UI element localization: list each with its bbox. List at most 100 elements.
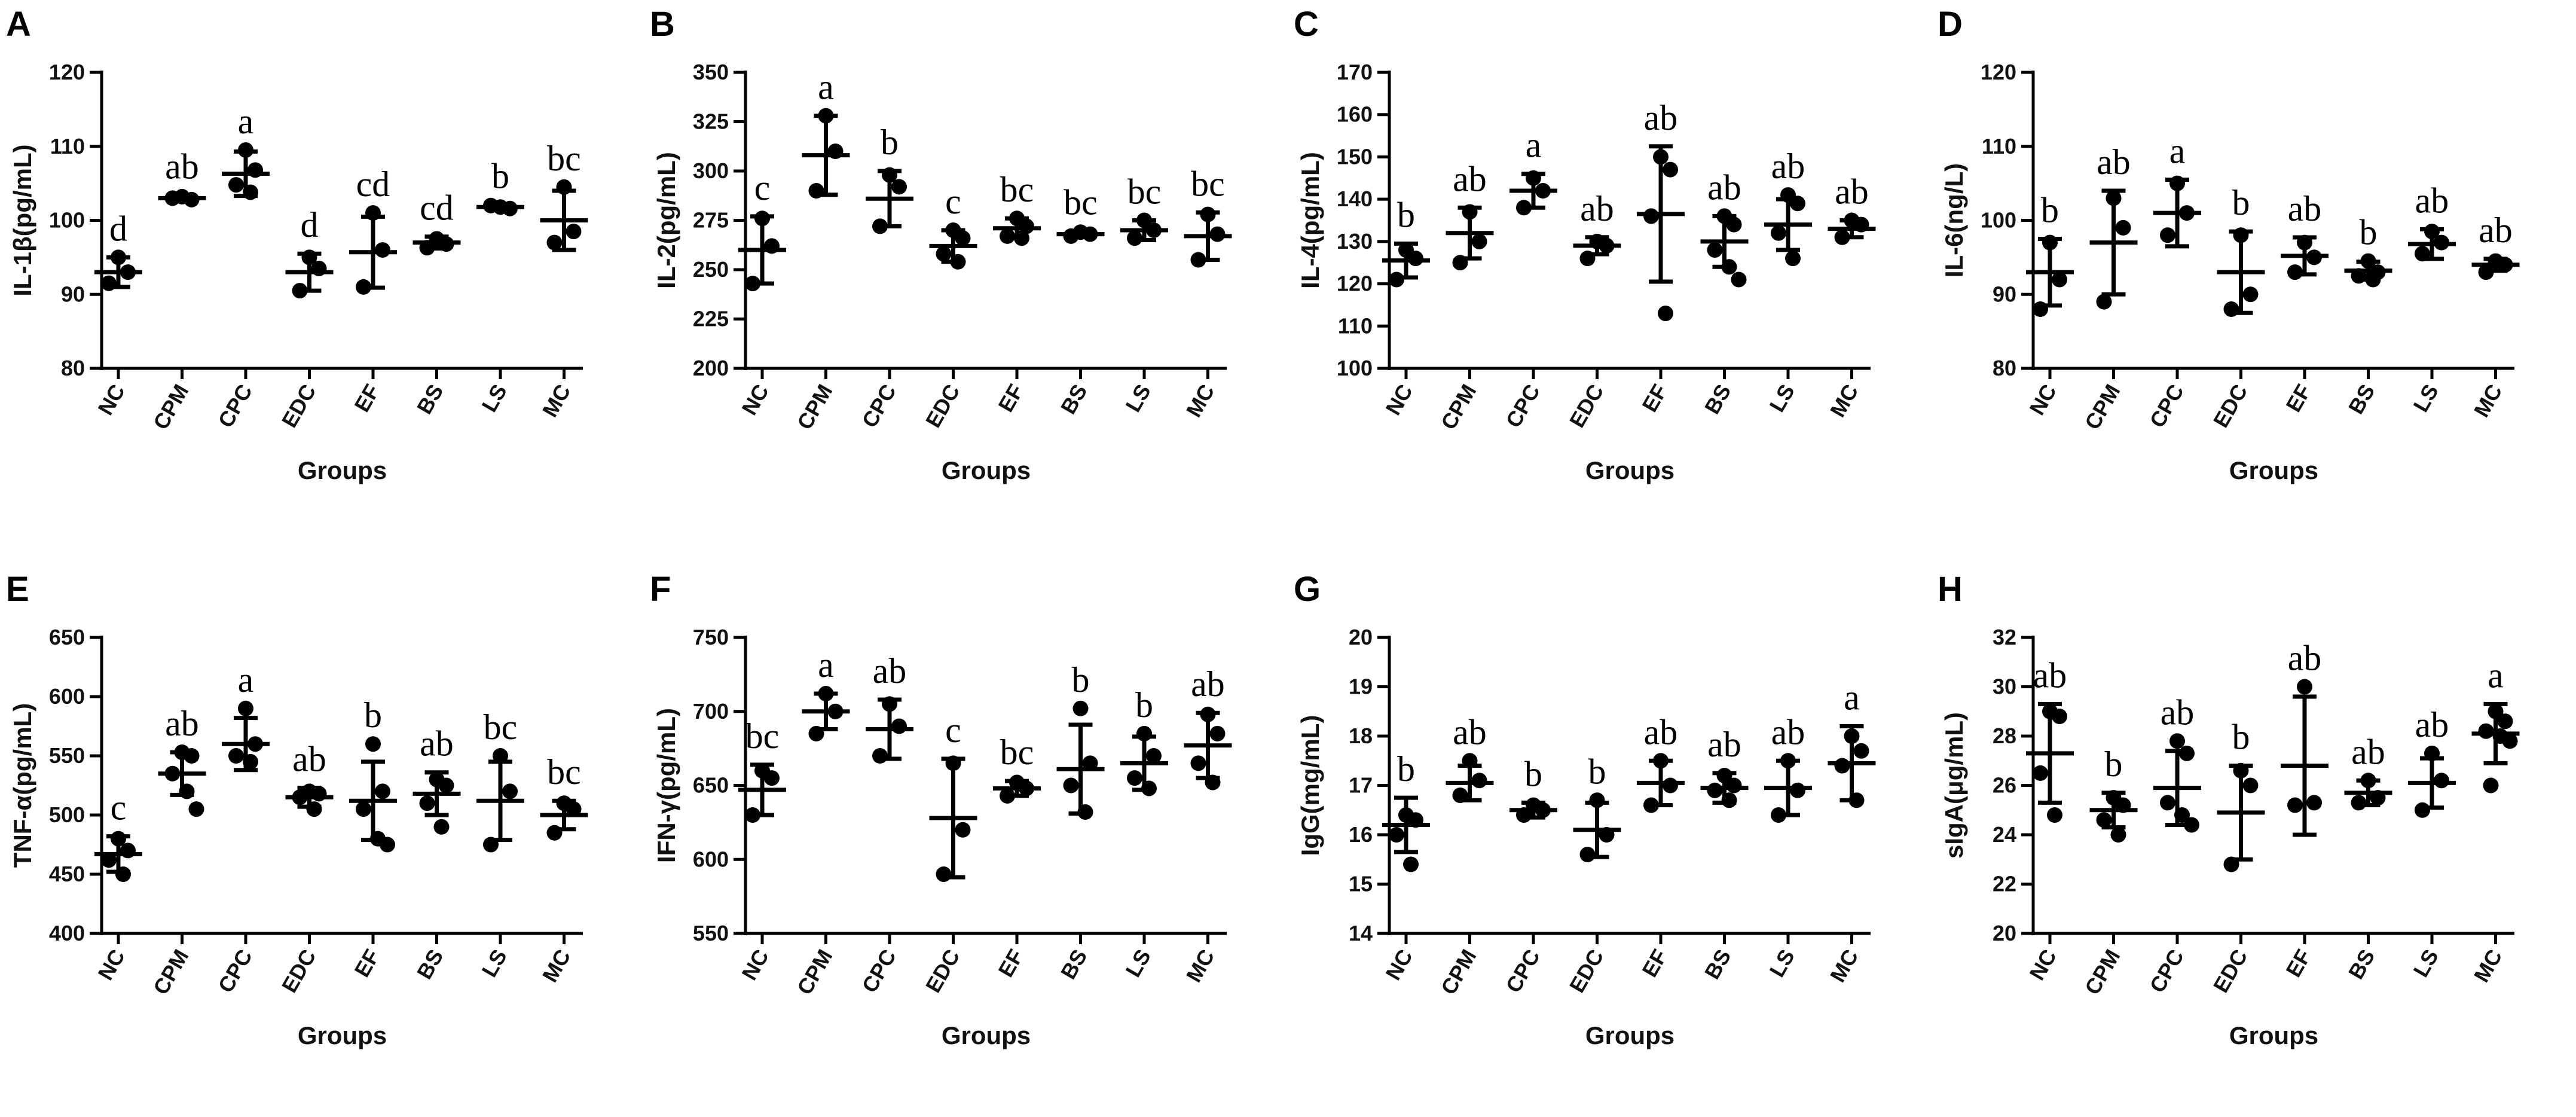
significance-letter: ab	[2479, 210, 2513, 250]
data-point	[1200, 206, 1216, 222]
y-tick-label: 110	[1982, 134, 2016, 158]
x-tick-label: EDC	[921, 380, 965, 432]
data-point	[936, 246, 952, 262]
data-point	[1000, 788, 1015, 804]
data-point	[1516, 807, 1532, 823]
significance-letter: d	[109, 209, 127, 248]
data-point	[1834, 229, 1850, 245]
y-tick-label: 18	[1349, 724, 1373, 748]
significance-letter: ab	[2288, 189, 2322, 228]
data-point	[356, 279, 371, 295]
panel-label: F	[650, 570, 671, 609]
data-point	[433, 819, 450, 835]
y-tick-label: 32	[1993, 625, 2016, 649]
significance-letter: ab	[1707, 725, 1741, 764]
data-point	[764, 238, 780, 254]
data-point	[1146, 748, 1162, 764]
significance-letter: c	[111, 788, 127, 828]
data-point	[228, 748, 244, 764]
data-point	[2179, 205, 2195, 221]
data-point	[1658, 306, 1673, 322]
data-point	[2497, 713, 2513, 730]
data-point	[1853, 216, 1869, 233]
data-point	[184, 748, 200, 764]
data-point	[1516, 200, 1532, 216]
y-tick-label: 700	[693, 699, 729, 724]
panel-label: C	[1294, 5, 1319, 44]
data-point	[1653, 753, 1669, 769]
data-point	[365, 205, 381, 221]
significance-letter: b	[491, 157, 509, 196]
data-point	[891, 179, 907, 195]
data-point	[1707, 782, 1723, 798]
panel: HsIgA(μg/mL)Groups20222426283032NCabCPMb…	[1938, 570, 2520, 1049]
data-point	[1209, 725, 1226, 741]
significance-letter: b	[2232, 718, 2250, 757]
x-tick-label: LS	[1764, 945, 1799, 981]
x-tick-label: NC	[93, 380, 130, 420]
significance-letter: ab	[2033, 655, 2067, 695]
panel-label: D	[1938, 5, 1963, 44]
data-point	[2287, 797, 2303, 813]
significance-letter: bc	[745, 716, 780, 756]
data-point	[882, 696, 897, 712]
x-axis-label: Groups	[1585, 1021, 1674, 1049]
data-point	[2242, 286, 2259, 303]
data-point	[1019, 780, 1034, 796]
data-point	[1000, 228, 1015, 244]
significance-letter: ab	[1644, 98, 1678, 138]
y-tick-label: 650	[49, 625, 85, 649]
x-tick-label: MC	[537, 380, 576, 422]
significance-letter: ab	[165, 704, 199, 743]
data-point	[827, 144, 844, 159]
significance-letter: a	[2169, 131, 2186, 170]
data-point	[502, 200, 518, 216]
y-tick-label: 350	[693, 60, 729, 84]
y-tick-label: 24	[1993, 822, 2016, 847]
data-point	[827, 703, 844, 719]
significance-letter: cd	[420, 188, 454, 228]
data-point	[2047, 807, 2062, 823]
y-tick-label: 15	[1349, 872, 1373, 896]
data-point	[111, 831, 126, 847]
y-tick-label: 170	[1337, 60, 1373, 84]
data-point	[1082, 755, 1098, 771]
x-tick-label: EDC	[1564, 380, 1609, 432]
data-point	[754, 210, 770, 227]
data-point	[1127, 770, 1142, 786]
panel-label: B	[650, 5, 675, 44]
x-tick-label: EDC	[921, 945, 965, 997]
significance-letter: bc	[484, 707, 518, 747]
data-point	[1663, 777, 1678, 794]
y-axis-label: sIgA(μg/mL)	[1940, 712, 1968, 859]
significance-letter: ab	[1644, 712, 1678, 752]
significance-letter: a	[1844, 678, 1860, 718]
significance-letter: bc	[1064, 183, 1098, 222]
significance-letter: b	[1524, 754, 1542, 794]
x-tick-label: BS	[1056, 945, 1092, 984]
data-point	[764, 770, 780, 786]
significance-letter: ab	[165, 147, 199, 186]
significance-letter: c	[754, 168, 771, 207]
data-point	[101, 275, 117, 291]
significance-letter: cd	[356, 164, 390, 204]
y-tick-label: 500	[49, 802, 85, 827]
y-tick-label: 225	[693, 307, 729, 331]
significance-letter: b	[1072, 660, 1090, 700]
data-point	[2052, 709, 2067, 724]
data-point	[2297, 234, 2312, 251]
x-tick-label: LS	[2408, 380, 2443, 416]
panel-label: G	[1294, 570, 1321, 609]
x-tick-label: CPM	[792, 380, 838, 434]
y-tick-label: 750	[693, 625, 729, 649]
data-point	[1141, 780, 1157, 796]
significance-letter: ab	[873, 651, 907, 691]
x-tick-label: BS	[1700, 945, 1736, 984]
data-point	[2160, 227, 2175, 243]
data-point	[1721, 792, 1737, 808]
data-point	[546, 825, 563, 841]
y-tick-label: 100	[49, 208, 85, 233]
panel: AIL-1β(pg/mL)Groups8090100110120NCdCPMab…	[6, 5, 588, 484]
data-point	[228, 177, 244, 193]
